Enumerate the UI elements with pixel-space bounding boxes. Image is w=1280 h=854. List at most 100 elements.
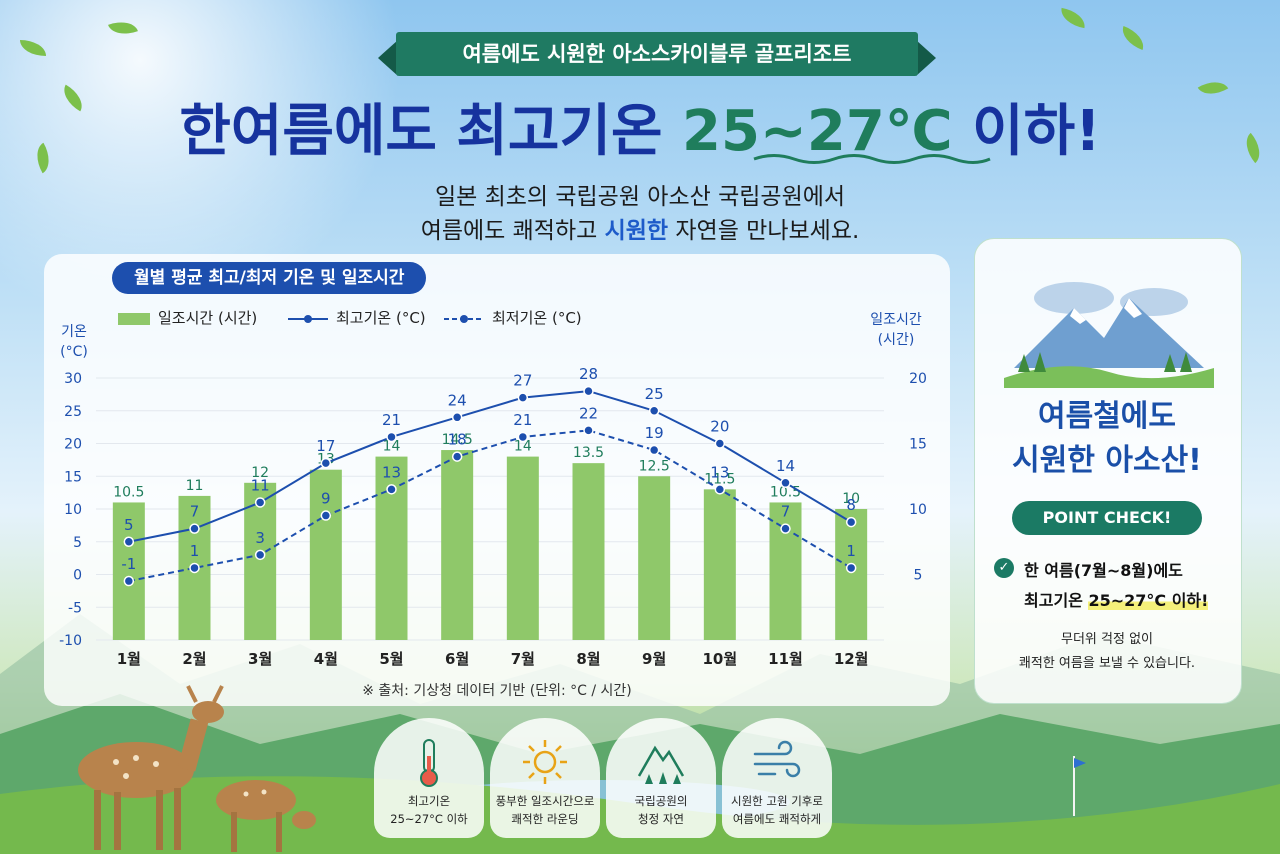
sunshine-data-label: 12.5 [639,458,670,474]
bar-swatch [118,312,150,325]
feature-badge-temperature: 최고기온 25~27°C 이하 [374,718,484,838]
high-temp-data-label: 27 [513,372,532,390]
low-temp-point [320,510,332,521]
sunshine-bar [769,502,802,640]
sunshine-bar [506,456,539,640]
high-temp-data-label: 17 [316,437,335,455]
temperature-sunshine-chart: 302520151050-5-102015105기온(°C)일조시간(시간)10… [59,312,927,668]
high-temp-data-label: 20 [710,418,729,436]
sunshine-bar [703,489,736,640]
side-title-line-2: 시원한 아소산! [1012,443,1202,478]
deer-illustration [78,685,316,852]
high-temp-data-label: 28 [579,365,598,383]
high-temp-point [320,457,332,469]
sun-icon [523,740,567,784]
x-tick-label: 2월 [182,650,206,668]
sunshine-bar [835,509,868,640]
sunshine-data-label: 13.5 [573,445,604,461]
feature-3-line-2: 청정 자연 [638,812,684,826]
side-note-line-1: 무더위 걱정 없이 [1061,632,1153,647]
x-tick-label: 1월 [117,650,141,668]
x-tick-label: 9월 [642,650,666,668]
top-ribbon-banner: 여름에도 시원한 아소스카이블루 골프리조트 [378,32,936,76]
side-title-line-1: 여름철에도 [1038,399,1176,434]
low-temp-data-label: 22 [579,404,598,422]
low-temp-point [517,431,529,443]
y-left-tick-label: 15 [64,469,82,485]
low-temp-point [780,523,791,534]
sunshine-data-label: 10.5 [113,484,144,500]
intro-line-2a: 여름에도 쾌적하고 [420,218,605,244]
sunshine-data-label: 12 [251,465,269,481]
high-temp-line [128,390,852,543]
high-temp-point [714,438,726,449]
legend-label-high: 최고기온 (°C) [336,309,426,327]
mountain-illustration [1004,282,1214,388]
sunshine-bar [441,450,474,640]
high-temp-point [517,392,529,403]
feature-badge-sunshine: 풍부한 일조시간으로 쾌적한 라운딩 [490,718,600,838]
low-temp-line [128,429,852,583]
y-right-tick-label: 5 [914,568,923,584]
low-temp-data-label: 7 [781,503,791,521]
squiggle-underline [753,154,991,164]
high-temp-point [583,385,594,397]
high-temp-data-label: 14 [776,457,795,475]
high-temp-data-label: 5 [124,516,134,534]
x-tick-label: 5월 [379,650,403,668]
solid-line-swatch [288,314,328,323]
sunshine-data-label: 14 [383,439,401,455]
feature-1-line-1: 최고기온 [407,794,451,808]
check-line-2: 최고기온 25~27°C 이하! [1024,586,1234,616]
low-temp-point [583,425,594,436]
y-right-tick-label: 15 [909,437,927,453]
low-temp-point [451,451,463,462]
legend-item-sunshine: 일조시간 (시간) [118,307,257,328]
chart-title-tag: 월별 평균 최고/최저 기온 및 일조시간 [112,262,427,294]
intro-line-2: 여름에도 쾌적하고 시원한 자연을 만나보세요. [0,214,1280,248]
side-card-note: 무더위 걱정 없이 쾌적한 여름을 보낼 수 있습니다. [974,628,1240,676]
y-right-axis-label: 일조시간 [870,312,922,328]
y-right-tick-label: 10 [909,502,927,518]
low-temp-point [714,484,726,495]
low-temp-point [254,549,266,561]
low-temp-point [648,444,660,456]
feature-2-line-1: 풍부한 일조시간으로 [495,794,595,808]
high-temp-point [123,536,135,547]
y-left-tick-label: -10 [59,633,82,649]
high-temp-point [451,412,463,423]
sunshine-bar [309,469,342,640]
intro-line-1: 일본 최초의 국립공원 아소산 국립공원에서 [434,184,846,210]
y-left-axis-label: 기온 [61,324,87,340]
y-left-axis-unit: (°C) [60,344,88,360]
x-tick-label: 7월 [511,650,535,668]
y-left-tick-label: 25 [64,404,82,420]
low-temp-data-label: 13 [382,463,401,481]
y-right-axis-unit: (시간) [878,332,915,348]
high-temp-data-label: 24 [448,391,467,409]
feature-1-line-2: 25~27°C 이하 [390,812,468,826]
x-tick-label: 11월 [768,650,803,668]
low-temp-point [123,575,135,587]
side-note-line-2: 쾌적한 여름을 보낼 수 있습니다. [1018,656,1196,671]
point-check-button[interactable]: POINT CHECK! [1012,501,1202,535]
high-temp-point [386,431,397,443]
sunshine-bar [112,502,145,640]
intro-line-2b: 자연을 만나보세요. [668,218,860,244]
legend-label-low: 최저기온 (°C) [492,309,582,327]
x-tick-label: 4월 [314,650,338,668]
low-temp-data-label: -1 [121,555,136,573]
ribbon-text: 여름에도 시원한 아소스카이블루 골프리조트 [396,32,918,76]
legend-label-sunshine: 일조시간 (시간) [158,309,258,327]
check-line-1: 한 여름(7월~8월)에도 [1024,561,1183,580]
intro-text: 일본 최초의 국립공원 아소산 국립공원에서 여름에도 쾌적하고 시원한 자연을… [0,180,1280,248]
headline-accent: 25~27℃ [682,99,953,164]
forest-mountain-icon [637,745,685,784]
side-info-card [974,238,1242,704]
feature-3-line-1: 국립공원의 [634,794,688,808]
headline-tail: 이하! [952,99,1101,164]
sunshine-data-label: 14.5 [442,432,473,448]
low-temp-data-label: 1 [190,542,200,560]
x-tick-label: 12월 [834,650,869,668]
